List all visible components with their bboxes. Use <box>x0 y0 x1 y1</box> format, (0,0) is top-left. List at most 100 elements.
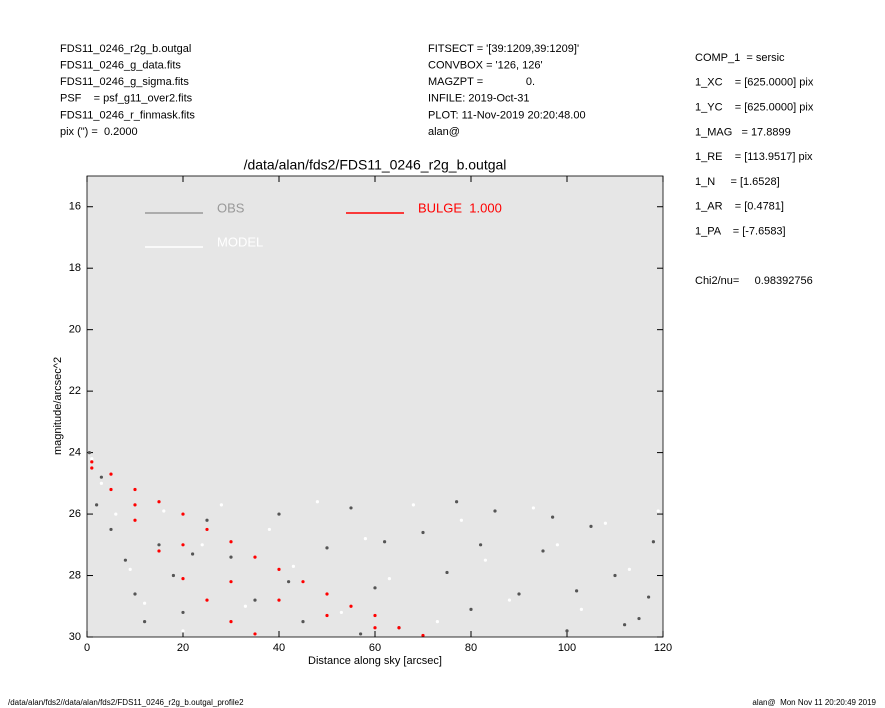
x-axis-label: Distance along sky [arcsec] <box>308 655 442 667</box>
data-point <box>181 577 185 581</box>
parameter-line: COMP_1 = sersic <box>695 52 785 64</box>
parameter-line: 1_PA = [-7.6583] <box>695 226 786 238</box>
data-point <box>162 509 166 513</box>
data-point <box>383 540 387 544</box>
data-point <box>541 549 545 553</box>
x-tick-label: 20 <box>177 642 189 654</box>
data-point <box>315 500 319 504</box>
data-point <box>229 580 233 584</box>
data-point <box>87 451 91 455</box>
data-point <box>479 543 483 547</box>
data-point <box>133 592 137 596</box>
y-tick-label: 18 <box>69 262 81 274</box>
parameter-line: 1_MAG = 17.8899 <box>695 126 791 138</box>
data-point <box>507 598 511 602</box>
data-point <box>287 580 291 584</box>
data-point <box>531 506 536 510</box>
data-point <box>589 524 593 528</box>
plot-frame <box>86 175 664 638</box>
data-point <box>373 586 377 590</box>
data-point <box>325 592 329 596</box>
data-point <box>411 503 415 507</box>
y-tick-label: 16 <box>69 201 81 213</box>
data-point <box>349 506 353 510</box>
y-tick-label: 26 <box>69 508 81 520</box>
data-point <box>229 540 233 544</box>
y-tick-label: 24 <box>69 447 81 459</box>
chi2: Chi2/nu= 0.98392756 <box>695 275 813 287</box>
data-point <box>325 546 329 550</box>
data-point <box>551 515 555 519</box>
data-point <box>575 589 579 593</box>
data-point <box>656 509 660 513</box>
x-tick-label: 120 <box>654 642 672 654</box>
data-point <box>133 487 137 492</box>
data-point <box>229 555 233 559</box>
data-point <box>421 633 425 638</box>
data-point <box>637 616 641 621</box>
data-point <box>339 610 343 615</box>
data-point <box>397 626 401 630</box>
data-point <box>277 598 281 602</box>
data-point <box>90 460 94 464</box>
data-point <box>455 500 459 504</box>
plot-area <box>87 176 663 637</box>
data-point <box>291 564 295 568</box>
x-tick-label: 0 <box>84 642 90 654</box>
header-middle-line: PLOT: 11-Nov-2019 20:20:48.00 <box>428 109 586 121</box>
y-tick-label: 28 <box>69 569 81 581</box>
y-tick-label: 30 <box>69 631 81 643</box>
data-point <box>325 613 329 618</box>
data-point <box>90 466 94 470</box>
legend-label: BULGE 1.000 <box>418 200 502 215</box>
data-point <box>109 472 113 476</box>
header-left-line: FDS11_0246_r_finmask.fits <box>60 109 195 121</box>
header-middle-line: INFILE: 2019-Oct-31 <box>428 93 530 105</box>
data-point <box>133 518 137 522</box>
y-axis-label: magnitude/arcsec^2 <box>52 357 64 455</box>
data-point <box>143 601 147 605</box>
x-tick-label: 40 <box>273 642 285 654</box>
x-tick-label: 80 <box>465 642 477 654</box>
data-point <box>627 567 632 571</box>
data-point <box>181 629 185 633</box>
header-left-line: PSF = psf_g11_over2.fits <box>60 93 193 105</box>
data-point <box>613 573 617 578</box>
footer-left: /data/alan/fds2//data/alan/fds2/FDS11_02… <box>8 698 244 707</box>
data-point <box>157 549 161 553</box>
header-middle-line: FITSECT = '[39:1209,39:1209]' <box>428 43 579 55</box>
header-left-line: pix (") = 0.2000 <box>60 126 138 138</box>
data-point <box>435 620 439 624</box>
data-point <box>373 613 377 618</box>
data-point <box>109 527 113 532</box>
data-point <box>205 598 209 602</box>
data-point <box>493 509 497 513</box>
data-point <box>603 521 608 525</box>
data-point <box>99 481 103 485</box>
y-tick-label: 22 <box>69 385 81 397</box>
data-point <box>253 632 257 636</box>
data-point <box>205 527 209 532</box>
data-point <box>133 503 137 507</box>
parameter-line: 1_AR = [0.4781] <box>695 201 784 213</box>
parameter-line: 1_RE = [113.9517] pix <box>695 151 813 163</box>
data-point <box>123 558 127 562</box>
header-middle-line: alan@ <box>428 126 460 138</box>
legend-label: MODEL <box>217 234 263 249</box>
data-point <box>157 543 161 547</box>
data-point <box>229 620 233 624</box>
header-left-line: FDS11_0246_g_sigma.fits <box>60 76 189 88</box>
data-point <box>565 629 569 633</box>
data-point <box>114 512 118 516</box>
x-tick-label: 60 <box>369 642 381 654</box>
data-point <box>191 552 195 556</box>
data-point <box>277 512 281 516</box>
header-middle-line: CONVBOX = '126, 126' <box>428 60 543 72</box>
data-point <box>373 626 377 630</box>
data-point <box>181 512 185 516</box>
footer-right: alan@ Mon Nov 11 20:20:49 2019 <box>752 698 876 707</box>
data-point <box>109 487 113 492</box>
parameter-line: 1_XC = [625.0000] pix <box>695 77 814 89</box>
data-point <box>647 595 651 599</box>
